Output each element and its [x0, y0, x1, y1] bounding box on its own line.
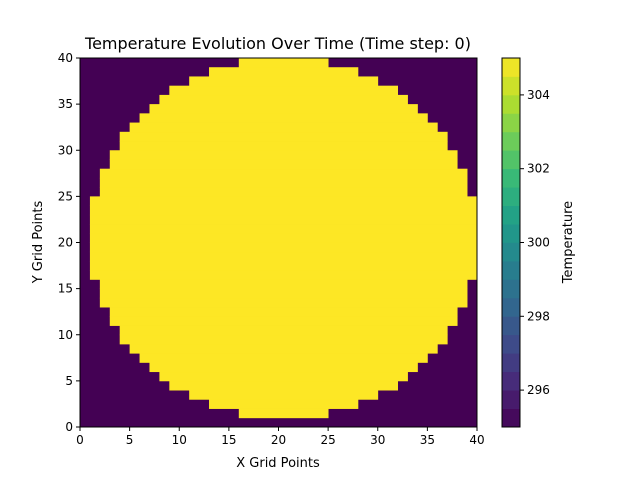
heatmap-cell-run: [89, 260, 478, 271]
heatmap-cell-run: [149, 362, 418, 373]
y-tick-label: 35: [58, 97, 73, 111]
heatmap-cell-run: [89, 251, 478, 262]
heatmap-cell-run: [119, 141, 448, 151]
heatmap-cell-run: [99, 279, 468, 290]
colorbar-segment: [502, 58, 520, 77]
heatmap-cell-run: [89, 196, 478, 206]
heatmap-cell-run: [129, 343, 438, 354]
heatmap-cell-run: [89, 242, 478, 253]
y-axis-label: Y Grid Points: [31, 201, 46, 285]
colorbar-segment: [502, 131, 520, 151]
heatmap-cell-run: [99, 297, 468, 308]
x-tick-label: 10: [172, 433, 187, 447]
heatmap-cell-run: [139, 113, 428, 123]
x-axis: 0 5 10 15 20 25 30 35 40: [76, 427, 485, 447]
heatmap-cell-run: [159, 94, 408, 105]
colorbar-segment: [502, 76, 520, 96]
colorbar-segment: [502, 371, 520, 391]
colorbar-segment: [502, 113, 520, 133]
colorbar-tick-label: 302: [527, 162, 550, 176]
colorbar-tick-label: 296: [527, 383, 550, 397]
heatmap-cell-run: [89, 233, 478, 243]
heatmap-cell-run: [119, 325, 448, 336]
heatmap-cell-run: [89, 214, 478, 225]
heatmap-cell-run: [149, 104, 418, 114]
colorbar-segment: [502, 408, 520, 428]
x-tick-label: 20: [271, 433, 286, 447]
heatmap-cell-run: [238, 408, 329, 419]
colorbar-segment: [502, 390, 520, 409]
heatmap-cell-run: [99, 187, 468, 197]
heatmap-cell-run: [169, 380, 398, 391]
heatmap-cell-run: [139, 353, 428, 363]
colorbar-segment: [502, 205, 520, 225]
heatmap-cell-run: [209, 67, 359, 77]
heatmap-cell-run: [109, 316, 458, 326]
colorbar-segment: [502, 242, 520, 262]
y-tick-label: 25: [58, 189, 73, 203]
heatmap-cell-run: [89, 224, 478, 234]
colorbar-segment: [502, 353, 520, 373]
heatmap-cell-run: [209, 399, 359, 409]
colorbar-segment: [502, 316, 520, 336]
colorbar-segment: [502, 279, 520, 299]
colorbar-tick-label: 300: [527, 236, 550, 250]
heatmap-cell-run: [89, 270, 478, 280]
x-tick-label: 25: [320, 433, 335, 447]
heatmap-cell-run: [109, 159, 458, 170]
colorbar-segment: [502, 297, 520, 317]
x-tick-label: 40: [469, 433, 484, 447]
y-tick-label: 30: [58, 143, 73, 157]
x-tick-label: 15: [221, 433, 236, 447]
heatmap-cell-run: [109, 307, 458, 317]
colorbar-segment: [502, 224, 520, 243]
heatmap-cell-run: [99, 288, 468, 299]
colorbar-tick-label: 304: [527, 88, 550, 102]
heatmap-cells: [80, 58, 478, 427]
x-tick-label: 5: [126, 433, 134, 447]
heatmap-cell-run: [109, 150, 458, 160]
colorbar-tick-label: 298: [527, 309, 550, 323]
x-tick-label: 30: [370, 433, 385, 447]
y-tick-label: 15: [58, 282, 73, 296]
heatmap-cell-run: [119, 334, 448, 345]
colorbar-segment: [502, 187, 520, 206]
colorbar-segment: [502, 168, 520, 188]
heatmap-cell-run: [159, 371, 408, 382]
heatmap-cell-run: [99, 177, 468, 188]
colorbar: 296 298 300 302 304: [501, 57, 550, 428]
heatmap-cell-run: [129, 122, 438, 133]
x-tick-label: 0: [76, 433, 84, 447]
x-tick-label: 35: [420, 433, 435, 447]
colorbar-segment: [502, 334, 520, 354]
colorbar-segment: [502, 260, 520, 280]
colorbar-label: Temperature: [561, 201, 576, 284]
heatmap-cell-run: [89, 205, 478, 216]
y-tick-label: 10: [58, 328, 73, 342]
heatmap-cell-run: [189, 76, 379, 87]
y-tick-label: 0: [65, 420, 73, 434]
x-axis-label: X Grid Points: [236, 456, 320, 471]
colorbar-segment: [502, 94, 520, 114]
heatmap-cell-run: [189, 390, 379, 400]
y-tick-label: 40: [58, 51, 73, 65]
heatmap-cell-run: [99, 168, 468, 179]
y-tick-label: 20: [58, 236, 73, 250]
colorbar-segment: [502, 150, 520, 170]
heatmap-cell-run: [119, 131, 448, 142]
heatmap-cell-run: [169, 85, 398, 96]
heatmap-cell-run: [238, 58, 329, 68]
chart-title: Temperature Evolution Over Time (Time st…: [84, 34, 471, 53]
y-tick-label: 5: [65, 374, 73, 388]
y-axis: 0 5 10 15 20 25 30 35 40: [58, 51, 80, 434]
